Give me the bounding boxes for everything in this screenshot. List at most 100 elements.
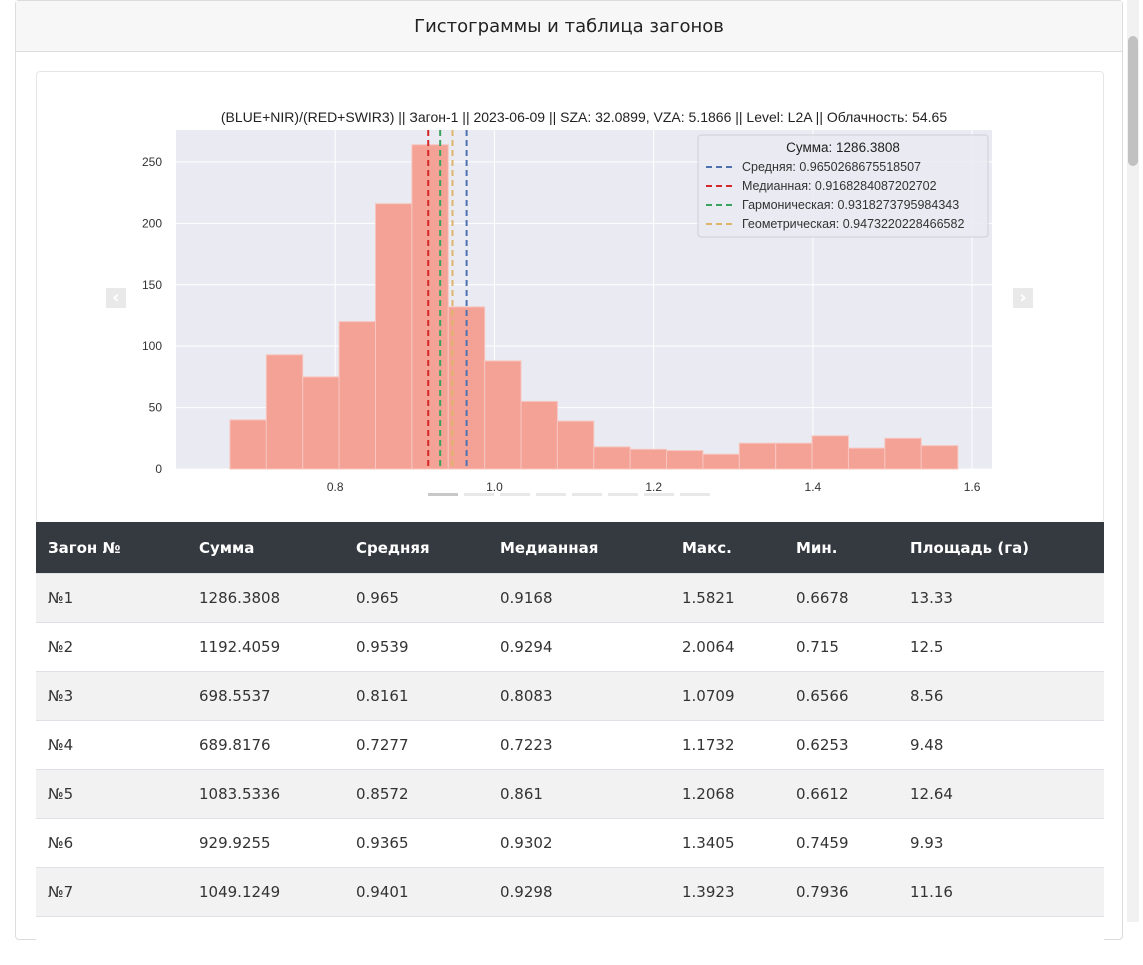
- cell-mean: 0.9539: [344, 623, 488, 672]
- cell-sum: 689.8176: [187, 721, 344, 770]
- chevron-right-icon: ›: [1019, 287, 1026, 308]
- histogram-bar: [376, 204, 412, 469]
- cell-sum: 1049.1249: [187, 868, 344, 917]
- cell-max: 1.2068: [670, 770, 784, 819]
- cell-min: 0.6566: [784, 672, 898, 721]
- cell-zone: №4: [36, 721, 187, 770]
- col-header-zone: Загон №: [36, 522, 187, 574]
- cell-max: 1.5821: [670, 574, 784, 623]
- x-tick-label: 1.2: [645, 480, 662, 494]
- cell-zone: №2: [36, 623, 187, 672]
- col-header-median: Медианная: [488, 522, 670, 574]
- cell-mean: [344, 917, 488, 965]
- x-tick-label: 1.4: [805, 480, 822, 494]
- carousel-next-button[interactable]: ›: [1013, 288, 1033, 308]
- cell-zone: №6: [36, 819, 187, 868]
- cell-area: 9.93: [898, 819, 1104, 868]
- cell-sum: 1083.5336: [187, 770, 344, 819]
- zones-table: Загон № Сумма Средняя Медианная Макс. Ми…: [36, 522, 1104, 965]
- carousel-indicator[interactable]: [428, 493, 458, 496]
- col-header-sum: Сумма: [187, 522, 344, 574]
- cell-mean: 0.965: [344, 574, 488, 623]
- cell-median: 0.9168: [488, 574, 670, 623]
- cell-sum: [187, 917, 344, 965]
- histogram-bar: [412, 145, 448, 469]
- cell-median: [488, 917, 670, 965]
- page-scrollbar[interactable]: [1127, 0, 1139, 922]
- histogram-bar: [230, 420, 266, 469]
- y-tick-label: 200: [142, 216, 162, 230]
- histogram-bar: [739, 443, 775, 469]
- cell-median: 0.8083: [488, 672, 670, 721]
- cell-sum: 1286.3808: [187, 574, 344, 623]
- cell-sum: 929.9255: [187, 819, 344, 868]
- carousel-prev-button[interactable]: ‹: [106, 288, 126, 308]
- histogram-bar: [921, 446, 958, 469]
- carousel-indicator[interactable]: [464, 493, 494, 496]
- carousel-indicator[interactable]: [644, 493, 674, 496]
- cell-area: 12.5: [898, 623, 1104, 672]
- carousel-indicator[interactable]: [500, 493, 530, 496]
- legend-entry: Медианная: 0.9168284087202702: [742, 179, 937, 193]
- histogram-bar: [557, 421, 593, 469]
- chart-title: (BLUE+NIR)/(RED+SWIR3) || Загон-1 || 202…: [221, 109, 947, 125]
- cell-zone: [36, 917, 187, 965]
- histogram-bar: [776, 443, 812, 469]
- table-row: [36, 917, 1104, 965]
- cell-min: 0.6253: [784, 721, 898, 770]
- legend-entry: Геометрическая: 0.9473220228466582: [742, 217, 964, 231]
- carousel-indicator[interactable]: [608, 493, 638, 496]
- col-header-mean: Средняя: [344, 522, 488, 574]
- cell-area: [898, 917, 1104, 965]
- y-tick-label: 50: [149, 401, 163, 415]
- x-tick-label: 1.0: [486, 480, 503, 494]
- col-header-max: Макс.: [670, 522, 784, 574]
- carousel-indicator[interactable]: [572, 493, 602, 496]
- histogram-bar: [812, 436, 848, 469]
- cell-zone: №1: [36, 574, 187, 623]
- histogram-bar: [848, 448, 884, 469]
- cell-area: 11.16: [898, 868, 1104, 917]
- cell-max: 1.3923: [670, 868, 784, 917]
- chevron-left-icon: ‹: [112, 287, 119, 308]
- table-header-row: Загон № Сумма Средняя Медианная Макс. Ми…: [36, 522, 1104, 574]
- histogram-bar: [266, 355, 302, 469]
- histogram-bar: [485, 361, 521, 469]
- cell-min: 0.715: [784, 623, 898, 672]
- histogram-bar: [667, 451, 703, 469]
- cell-mean: 0.8572: [344, 770, 488, 819]
- cell-max: 1.0709: [670, 672, 784, 721]
- cell-median: 0.9294: [488, 623, 670, 672]
- cell-sum: 1192.4059: [187, 623, 344, 672]
- carousel-indicator[interactable]: [680, 493, 710, 496]
- cell-mean: 0.7277: [344, 721, 488, 770]
- histogram-bar: [303, 377, 339, 469]
- histogram-bar: [339, 322, 375, 469]
- scrollbar-thumb[interactable]: [1128, 36, 1138, 166]
- cell-area: 9.48: [898, 721, 1104, 770]
- carousel-indicator[interactable]: [536, 493, 566, 496]
- cell-max: 2.0064: [670, 623, 784, 672]
- cell-min: 0.7936: [784, 868, 898, 917]
- cell-mean: 0.9365: [344, 819, 488, 868]
- col-header-min: Мин.: [784, 522, 898, 574]
- cell-zone: №3: [36, 672, 187, 721]
- legend-entry: Средняя: 0.9650268675518507: [742, 160, 921, 174]
- y-tick-label: 150: [142, 278, 162, 292]
- y-tick-label: 250: [142, 155, 162, 169]
- cell-median: 0.9298: [488, 868, 670, 917]
- cell-mean: 0.8161: [344, 672, 488, 721]
- cell-area: 8.56: [898, 672, 1104, 721]
- cell-area: 12.64: [898, 770, 1104, 819]
- cell-area: 13.33: [898, 574, 1104, 623]
- carousel-indicators: [428, 493, 710, 496]
- cell-max: 1.1732: [670, 721, 784, 770]
